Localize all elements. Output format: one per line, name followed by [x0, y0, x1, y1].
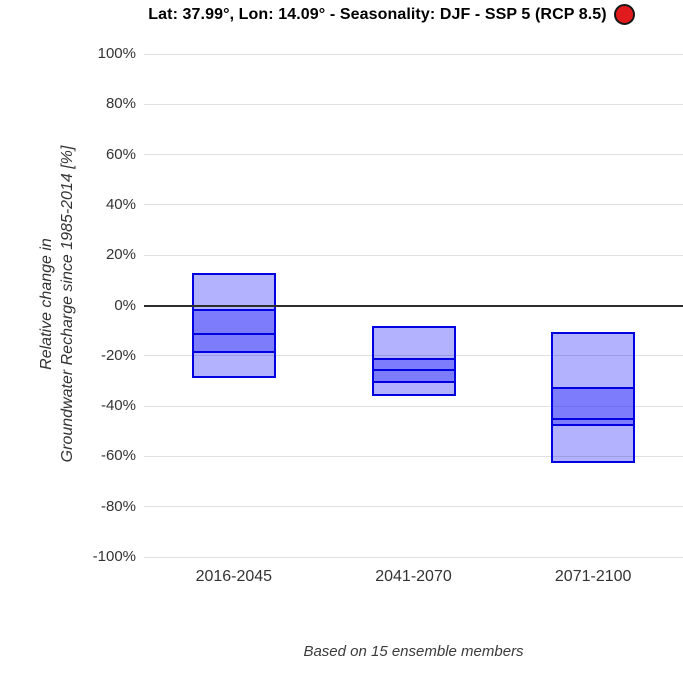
- box-iqr-2041-2070[interactable]: [371, 358, 456, 384]
- x-axis-label: 2016-2045: [195, 568, 273, 585]
- y-tick-label: -100%: [92, 548, 136, 565]
- gridline--60%: [144, 455, 683, 457]
- y-tick-label: -80%: [100, 497, 136, 515]
- y-tick-label: 60%: [105, 145, 136, 163]
- box-median-line-2071-2100[interactable]: [551, 417, 636, 420]
- gridline-40%: [144, 204, 683, 206]
- box-range-2071-2100[interactable]: [551, 331, 636, 463]
- y-tick-label: -60%: [100, 447, 136, 465]
- gridline--20%: [144, 355, 683, 357]
- x-axis-label: 2071-2100: [554, 568, 632, 585]
- box-median-line-2016-2045[interactable]: [191, 333, 276, 336]
- gridline-80%: [144, 103, 683, 105]
- gridline--40%: [144, 405, 683, 407]
- chart-caption: Based on 15 ensemble members: [303, 643, 524, 660]
- y-tick-label: 40%: [105, 195, 136, 213]
- gridline--100%: [144, 556, 683, 558]
- y-tick-label: 0%: [114, 296, 136, 314]
- chart-header: Lat: 37.99°, Lon: 14.09° - Seasonality: …: [0, 4, 683, 25]
- scenario-indicator-icon: [613, 4, 635, 25]
- box-iqr-2071-2100[interactable]: [551, 387, 636, 427]
- y-tick-label: 20%: [105, 246, 136, 264]
- box-median-line-2041-2070[interactable]: [371, 368, 456, 371]
- y-tick-label: -20%: [100, 346, 136, 364]
- y-tick-label: 100%: [97, 45, 136, 62]
- x-axis-label: 2041-2070: [375, 568, 452, 585]
- chart-title: Lat: 37.99°, Lon: 14.09° - Seasonality: …: [148, 5, 607, 23]
- y-tick-label: 80%: [105, 95, 136, 113]
- gridline-20%: [144, 254, 683, 256]
- zero-line: [144, 304, 683, 307]
- box-iqr-2016-2045[interactable]: [191, 309, 276, 354]
- gridline-100%: [144, 53, 683, 55]
- gridline--80%: [144, 506, 683, 508]
- y-tick-label: -40%: [100, 397, 136, 415]
- gridline-60%: [144, 154, 683, 156]
